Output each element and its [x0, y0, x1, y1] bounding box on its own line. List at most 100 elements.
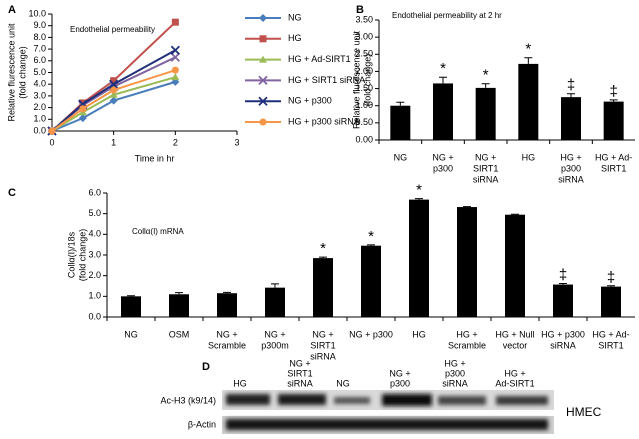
- series-line: [51, 49, 176, 132]
- lane-label: HG: [233, 378, 247, 388]
- series-line: [51, 76, 176, 132]
- legend-marker: [259, 118, 267, 126]
- error-bar: [223, 291, 231, 294]
- significance-marker: ‡: [607, 269, 615, 286]
- y-tick-label: 2.50: [355, 49, 373, 59]
- legend-label: HG + SIRT1 siRNA: [288, 75, 365, 85]
- x-tick-label: NG +: [216, 329, 237, 339]
- y-tick-label: 1.00: [355, 100, 373, 110]
- significance-marker: *: [320, 240, 326, 257]
- x-tick-label: 1: [111, 137, 116, 147]
- point: [170, 52, 180, 62]
- x-tick-label: HG + Ad-: [592, 329, 629, 339]
- y-tick-label: 4.0: [88, 229, 101, 239]
- legend-label: NG: [288, 12, 302, 22]
- legend-label: HG + Ad-SIRT1: [288, 54, 351, 64]
- x-tick-label: Scramble: [208, 340, 246, 350]
- bar: [553, 284, 573, 317]
- y-tick-label: 3.0: [88, 249, 101, 259]
- x-tick-label: HG +: [456, 329, 477, 339]
- error-bar: [439, 76, 447, 84]
- point: [109, 96, 118, 105]
- bar: [505, 214, 525, 317]
- panel-label: B: [356, 4, 364, 16]
- point: [79, 105, 87, 113]
- bar: [217, 293, 237, 317]
- x-tick-label: siRNA: [550, 340, 576, 350]
- error-bar: [175, 292, 183, 295]
- y-tick-label: 0.0: [33, 125, 46, 135]
- y-tick-label: 3.00: [355, 32, 373, 42]
- x-tick-label: HG +: [560, 152, 581, 162]
- bar: [475, 87, 496, 140]
- error-bar: [481, 83, 490, 88]
- significance-marker: ‡: [609, 83, 617, 100]
- x-tick-label: NG + p300: [349, 329, 393, 339]
- significance-marker: ‡: [559, 266, 567, 283]
- point: [171, 66, 179, 74]
- y-tick-label: 5.0: [33, 67, 46, 77]
- y-tick-label: 1.0: [88, 291, 101, 301]
- point: [78, 114, 87, 123]
- x-tick-label: HG + Null: [495, 329, 534, 339]
- x-tick-label: HG + p300: [541, 329, 585, 339]
- x-tick-label: HG + Ad-: [595, 152, 632, 162]
- annotation: Collα(I) mRNA: [132, 227, 184, 236]
- lane-label: siRNA: [287, 378, 313, 388]
- cell-line-label: HMEC: [566, 405, 602, 419]
- error-bar: [567, 93, 575, 98]
- legend-marker: [258, 75, 268, 86]
- legend-marker: [259, 35, 267, 43]
- point: [110, 77, 118, 85]
- lane-label: Ad-SIRT1: [495, 378, 534, 388]
- y-tick-label: 0.50: [355, 117, 373, 127]
- western-blot: [222, 390, 554, 434]
- lane-label: p300: [390, 378, 410, 388]
- lane-label: siRNA: [442, 378, 468, 388]
- bar: [409, 199, 429, 317]
- point: [171, 18, 179, 26]
- y-axis-label: Collα(I)/18s: [66, 231, 76, 278]
- significance-marker: *: [416, 182, 422, 199]
- error-bar: [607, 285, 615, 287]
- x-tick-label: NG +: [432, 152, 453, 162]
- y-tick-label: 7.0: [33, 43, 46, 53]
- legend-label: HG + p300 siRNA: [288, 116, 360, 126]
- annotation: Endothelial permeability at 2 hr: [392, 11, 502, 20]
- error-bar: [319, 256, 327, 259]
- x-tick-label: 2: [173, 137, 178, 147]
- series-line: [51, 69, 176, 132]
- lane-label: SIRT1: [287, 368, 312, 378]
- panel-label: A: [8, 4, 16, 16]
- y-tick-label: 3.50: [355, 14, 373, 24]
- y-tick-label: 2.00: [355, 66, 373, 76]
- x-tick-label: 3: [234, 137, 239, 147]
- x-tick-label: 0: [49, 137, 54, 147]
- y-tick-label: 0.00: [355, 134, 373, 144]
- error-bar: [415, 198, 423, 200]
- y-tick-label: 6.0: [88, 187, 101, 197]
- x-tick-label: HG: [412, 329, 426, 339]
- bar: [433, 83, 453, 140]
- bands: [226, 394, 548, 430]
- error-bar: [271, 283, 279, 288]
- y-tick-label: 4.0: [33, 79, 46, 89]
- x-axis-label: Time in hr: [135, 153, 175, 163]
- y-axis-label: (fold change): [17, 46, 27, 99]
- x-tick-label: NG: [124, 329, 138, 339]
- x-tick-label: siRNA: [310, 351, 336, 361]
- annotation: Endothelial permeability: [70, 25, 155, 34]
- legend-label: NG + p300: [288, 96, 332, 106]
- y-tick-label: 3.0: [33, 90, 46, 100]
- bar: [265, 287, 285, 317]
- legend-marker: [259, 14, 267, 22]
- x-tick-label: SIRT1: [473, 163, 498, 173]
- y-axis-label: Relative flurescence unit: [6, 23, 16, 122]
- significance-marker: ‡: [567, 77, 575, 94]
- legend-marker: [259, 55, 267, 63]
- bar: [603, 101, 624, 140]
- y-tick-label: 2.0: [33, 102, 46, 112]
- y-tick-label: 2.0: [88, 270, 101, 280]
- x-tick-label: vector: [503, 340, 528, 350]
- significance-marker: *: [440, 60, 446, 77]
